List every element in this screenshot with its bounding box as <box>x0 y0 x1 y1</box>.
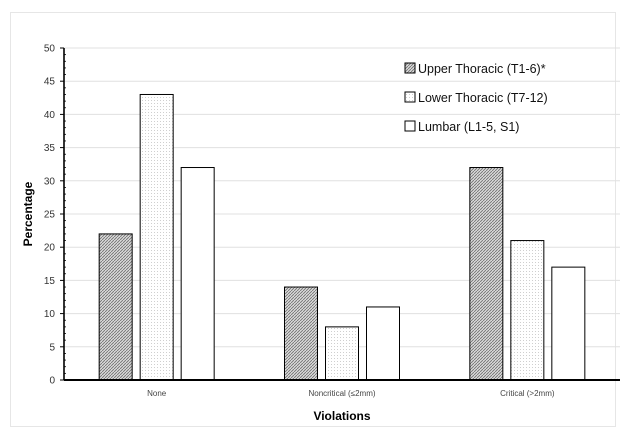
y-tick-label: 40 <box>44 110 56 121</box>
legend-swatch <box>404 120 416 132</box>
y-tick-label: 25 <box>44 210 56 221</box>
bar <box>98 233 133 381</box>
y-tick-label: 5 <box>49 342 55 353</box>
axes <box>60 47 620 381</box>
bar <box>366 306 400 381</box>
legend: Upper Thoracic (T1-6)* Lower Thoracic (T7… <box>404 62 548 134</box>
y-tick-label: 45 <box>44 77 56 88</box>
y-tick-label: 0 <box>49 376 55 387</box>
legend-swatch <box>404 62 416 74</box>
legend-label: Lower Thoracic (T7-12) <box>418 91 548 105</box>
bar <box>139 93 174 381</box>
bar <box>284 286 318 381</box>
x-category-label: None <box>147 389 167 398</box>
legend-swatch <box>404 91 416 103</box>
y-tick-label: 20 <box>44 243 56 254</box>
x-category-label: Critical (>2mm) <box>500 389 555 398</box>
y-tick-label: 15 <box>44 276 56 287</box>
x-axis-title: Violations <box>313 409 370 423</box>
y-tick-label: 30 <box>44 176 56 187</box>
chart-frame <box>10 12 616 427</box>
tick-labels: 0 5 10 15 20 25 30 35 40 45 50 None Noncritical (≤2m… <box>44 44 555 399</box>
bars <box>98 93 586 381</box>
legend-label: Upper Thoracic (T1-6)* <box>418 62 546 76</box>
bar <box>180 167 215 381</box>
y-tick-label: 50 <box>44 44 56 55</box>
x-category-label: Noncritical (≤2mm) <box>308 389 375 398</box>
legend-label: Lumbar (L1-5, S1) <box>418 120 519 134</box>
bar <box>551 266 586 381</box>
y-tick-label: 35 <box>44 143 56 154</box>
y-tick-label: 10 <box>44 309 56 320</box>
bar <box>510 240 545 381</box>
bar <box>325 326 359 381</box>
bar <box>469 167 504 381</box>
y-axis-title: Percentage <box>21 181 35 246</box>
